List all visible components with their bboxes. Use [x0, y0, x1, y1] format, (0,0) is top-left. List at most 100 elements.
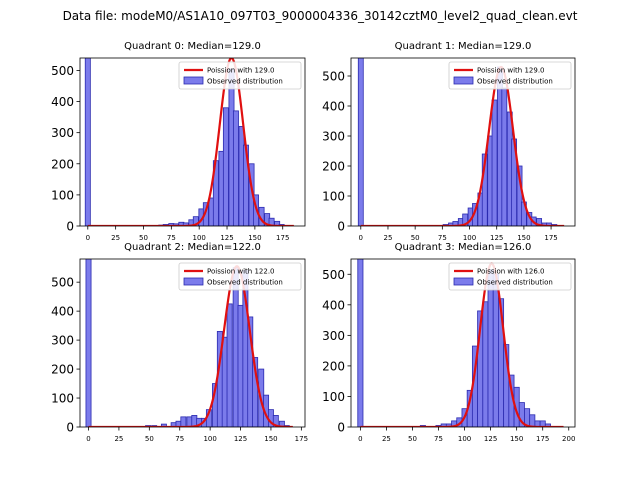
y-tick-label: 0: [337, 421, 345, 435]
x-tick-label: 100: [463, 234, 476, 242]
plot-area: [357, 259, 564, 427]
legend-label-fit: Poission with 122.0: [207, 268, 275, 276]
legend: Poission with 122.0 Observed distribution: [178, 262, 302, 291]
legend: Poission with 129.0 Observed distribution: [178, 61, 302, 90]
histogram-bar: [546, 222, 552, 226]
x-tick-label: 100: [203, 435, 216, 443]
x-tick-label: 25: [114, 435, 123, 443]
panel-title: Quadrant 3: Median=126.0: [395, 242, 532, 253]
histogram-bar: [237, 304, 244, 427]
legend-label-fit: Poission with 126.0: [477, 268, 545, 276]
x-tick-label: 50: [139, 234, 148, 242]
x-tick-label: 175: [295, 435, 308, 443]
plot-area: [357, 58, 565, 226]
panel-title: Quadrant 0: Median=129.0: [124, 41, 261, 52]
y-tick-label: 0: [337, 220, 345, 234]
legend: Poission with 129.0 Observed distribution: [448, 61, 572, 90]
histogram-bar: [192, 216, 199, 226]
y-tick-label: 100: [51, 392, 74, 406]
legend-label-fit: Poission with 129.0: [207, 67, 275, 75]
y-tick-label: 400: [322, 100, 345, 114]
x-tick-label: 0: [359, 234, 363, 242]
histogram-bar: [186, 416, 193, 427]
y-tick-label: 100: [322, 190, 345, 204]
x-tick-label: 100: [192, 234, 205, 242]
x-tick-label: 25: [382, 435, 391, 443]
y-tick-label: 500: [322, 70, 345, 84]
quadrant-0-panel: Quadrant 0: Median=129.0 0 25 50 75 100 125 150…: [51, 41, 306, 242]
histogram-bar: [501, 87, 508, 226]
legend-label-observed: Observed distribution: [477, 279, 553, 287]
histogram-bar: [481, 153, 488, 226]
histogram-bar: [491, 99, 498, 226]
quadrant-3-panel: Quadrant 3: Median=126.0 0 25 50 75 100 125 150…: [322, 242, 575, 443]
y-tick-label: 400: [51, 305, 74, 319]
histogram-bar: [268, 217, 275, 226]
y-tick-label: 200: [322, 160, 345, 174]
legend-label-fit: Poission with 129.0: [477, 67, 545, 75]
histogram-bar: [160, 423, 167, 427]
x-tick-label: 50: [145, 435, 154, 443]
legend-label-observed: Observed distribution: [477, 78, 553, 86]
x-tick-label: 0: [86, 435, 90, 443]
legend-bar-swatch: [453, 277, 474, 286]
x-tick-label: 175: [536, 435, 549, 443]
y-tick-label: 300: [51, 126, 74, 140]
x-tick-label: 125: [220, 234, 233, 242]
x-tick-label: 75: [175, 435, 184, 443]
x-tick-label: 75: [438, 234, 447, 242]
x-tick-label: 150: [248, 234, 261, 242]
y-tick-label: 0: [66, 421, 74, 435]
y-tick-label: 500: [51, 276, 74, 290]
histogram-bar: [462, 213, 469, 226]
histogram-bar: [232, 110, 239, 226]
y-tick-label: 100: [51, 188, 74, 202]
y-tick-label: 100: [322, 390, 345, 404]
histogram-bar: [452, 221, 459, 226]
histogram-bar: [536, 218, 543, 226]
x-tick-label: 75: [434, 435, 443, 443]
x-tick-label: 150: [510, 435, 523, 443]
axes-frame: [350, 258, 576, 428]
histogram-bar: [487, 269, 494, 427]
x-tick-label: 175: [544, 234, 557, 242]
poisson-fit-line: [360, 65, 565, 226]
x-tick-label: 125: [490, 234, 503, 242]
y-tick-label: 300: [51, 334, 74, 348]
histogram-bar: [357, 259, 364, 427]
y-tick-label: 400: [322, 298, 345, 312]
y-tick-label: 200: [51, 157, 74, 171]
x-tick-label: 150: [264, 435, 277, 443]
x-tick-label: 25: [384, 234, 393, 242]
legend-label-observed: Observed distribution: [207, 279, 283, 287]
x-tick-label: 0: [86, 234, 90, 242]
plot-area: [85, 259, 293, 427]
histogram-bar: [180, 416, 187, 427]
x-tick-label: 100: [458, 435, 471, 443]
quadrant-1-panel: Quadrant 1: Median=129.0 0 25 50 75 100 125 150…: [322, 41, 576, 242]
quadrant-2-panel: Quadrant 2: Median=122.0 0 25 50 75 100 125 150…: [51, 242, 308, 443]
y-tick-label: 0: [66, 220, 74, 234]
x-tick-label: 50: [411, 234, 420, 242]
axes-frame: [79, 258, 306, 428]
figure-title: Data file: modeM0/AS1A10_097T03_90000043…: [62, 9, 578, 23]
histogram-bar: [226, 303, 233, 427]
panel-title: Quadrant 2: Median=122.0: [124, 242, 261, 253]
histogram-bar: [232, 267, 239, 427]
legend-box: [178, 61, 302, 90]
histogram-bar: [482, 301, 489, 427]
x-tick-label: 125: [234, 435, 247, 443]
y-tick-label: 300: [322, 329, 345, 343]
x-tick-label: 75: [167, 234, 176, 242]
x-tick-label: 175: [276, 234, 289, 242]
legend-bar-swatch: [183, 277, 204, 286]
histogram-bar: [492, 273, 499, 427]
histogram-bar: [357, 58, 364, 226]
y-tick-label: 400: [51, 95, 74, 109]
x-tick-label: 0: [358, 435, 362, 443]
y-tick-label: 300: [322, 130, 345, 144]
legend-bar-swatch: [183, 76, 204, 85]
axes-frame: [350, 57, 576, 227]
legend: Poission with 126.0 Observed distribution: [448, 262, 572, 291]
